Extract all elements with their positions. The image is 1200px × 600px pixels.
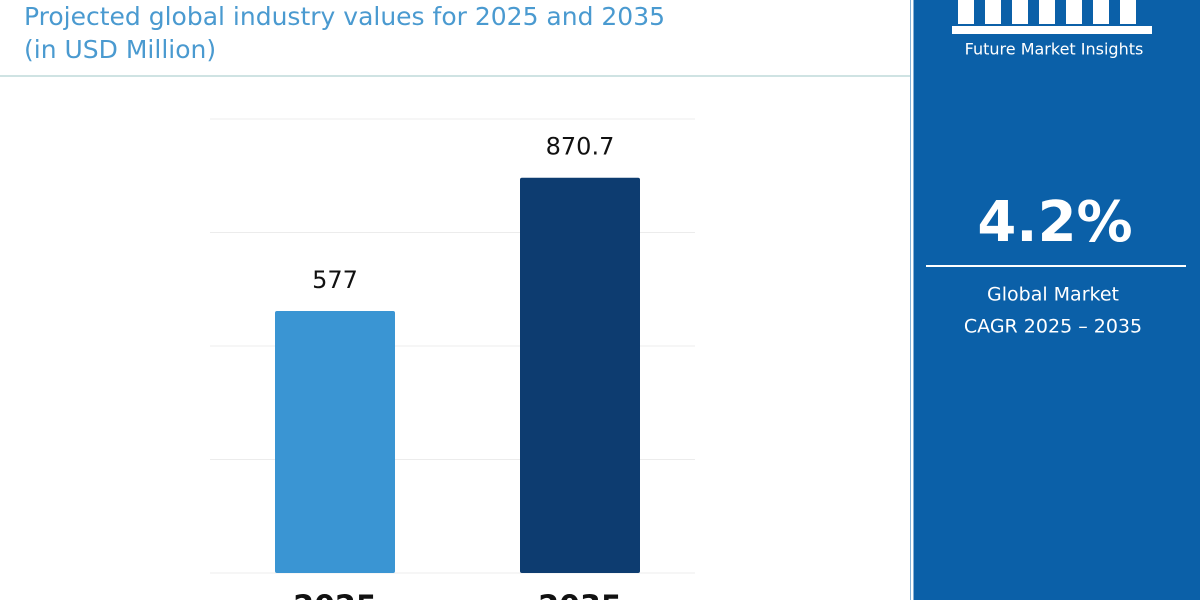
data-label: 870.7 (546, 133, 615, 161)
x-tick-label: 2035 (538, 590, 622, 600)
data-label: 577 (312, 266, 358, 294)
x-tick-label: 2025 (293, 590, 377, 600)
bar (520, 177, 640, 573)
brand-name: Future Market Insights (965, 40, 1144, 59)
cagr-label: CAGR 2025 – 2035 (964, 316, 1142, 338)
plot-area: 2025 577 2035 870.7 (210, 118, 695, 600)
cagr-value: 4.2% (977, 190, 1132, 255)
subtitle: Projected global industry values for 202… (24, 2, 665, 31)
unit-label: (in USD Million) (24, 35, 216, 64)
logo-icon (952, 0, 1152, 34)
bar (275, 311, 395, 573)
sidebar (910, 0, 1200, 600)
cagr-label: Global Market (987, 284, 1119, 306)
